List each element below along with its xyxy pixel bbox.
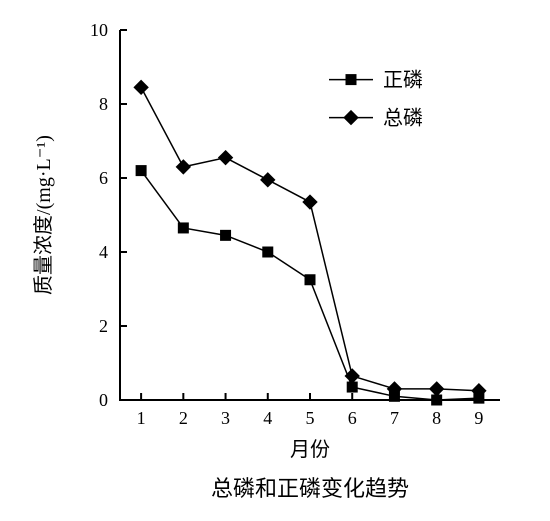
x-tick-label: 7 <box>390 408 399 428</box>
diamond-marker <box>344 111 358 125</box>
square-marker <box>136 166 146 176</box>
diamond-marker <box>134 80 148 94</box>
x-tick-label: 2 <box>179 408 188 428</box>
square-marker <box>263 247 273 257</box>
x-tick-label: 9 <box>474 408 483 428</box>
square-marker <box>178 223 188 233</box>
x-tick-label: 6 <box>348 408 357 428</box>
x-tick-label: 5 <box>306 408 315 428</box>
axis-frame <box>120 30 500 400</box>
square-marker <box>221 230 231 240</box>
y-tick-label: 4 <box>99 242 108 262</box>
y-tick-label: 6 <box>99 168 108 188</box>
chart-caption: 总磷和正磷变化趋势 <box>211 476 409 501</box>
legend-label: 总磷 <box>383 107 423 130</box>
diamond-marker <box>430 382 444 396</box>
x-tick-label: 3 <box>221 408 230 428</box>
diamond-marker <box>261 173 275 187</box>
chart-container: 0246810123456789正磷总磷月份质量浓度/(mg·L⁻¹)总磷和正磷… <box>0 0 550 521</box>
x-axis-label: 月份 <box>290 438 330 461</box>
phosphorus-chart: 0246810123456789正磷总磷月份质量浓度/(mg·L⁻¹)总磷和正磷… <box>0 0 550 521</box>
diamond-marker <box>219 151 233 165</box>
y-tick-label: 10 <box>90 20 108 40</box>
square-marker <box>305 275 315 285</box>
x-tick-label: 1 <box>137 408 146 428</box>
y-tick-label: 2 <box>99 316 108 336</box>
y-tick-label: 8 <box>99 94 108 114</box>
y-tick-label: 0 <box>99 390 108 410</box>
legend-label: 正磷 <box>383 69 423 92</box>
diamond-marker <box>176 160 190 174</box>
x-tick-label: 8 <box>432 408 441 428</box>
diamond-marker <box>345 369 359 383</box>
diamond-marker <box>303 195 317 209</box>
x-tick-label: 4 <box>263 408 272 428</box>
y-axis-label: 质量浓度/(mg·L⁻¹) <box>32 135 55 295</box>
series-line <box>141 87 479 390</box>
square-marker <box>346 75 356 85</box>
